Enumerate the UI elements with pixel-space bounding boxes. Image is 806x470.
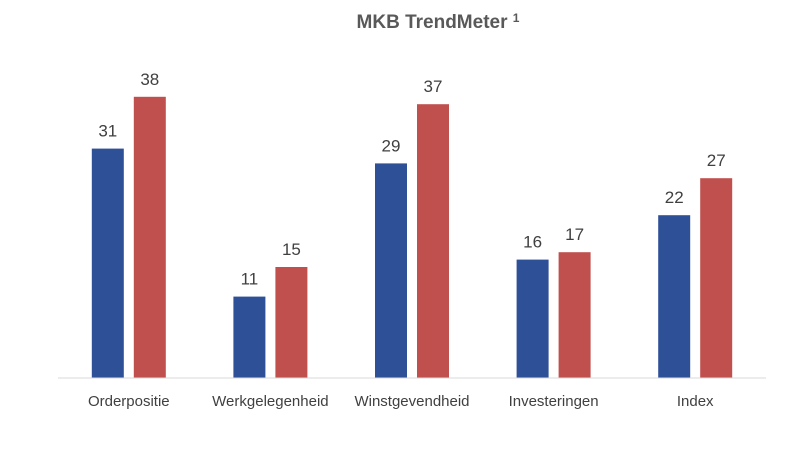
data-label-index-series-1: 22 <box>665 188 684 207</box>
data-label-investeringen-series-2: 17 <box>565 225 584 244</box>
chart-title-text: MKB TrendMeter <box>357 12 509 33</box>
bar-werkgelegenheid-series-1 <box>233 296 266 378</box>
bar-investeringen-series-1 <box>516 259 549 378</box>
bar-index-series-1 <box>658 215 691 378</box>
category-label-investeringen: Investeringen <box>509 393 599 410</box>
bar-investeringen-series-2 <box>558 252 591 378</box>
data-label-werkgelegenheid-series-2: 15 <box>282 240 301 259</box>
bar-winstgevendheid-series-2 <box>417 104 449 378</box>
chart-title: MKB TrendMeter 1 <box>357 11 520 33</box>
bars-layer <box>91 96 733 379</box>
data-labels-layer: 31 38 11 15 29 37 16 17 22 27 <box>98 70 725 289</box>
bar-orderpositie-series-2 <box>133 96 166 379</box>
category-label-winstgevendheid: Winstgevendheid <box>354 393 469 410</box>
bar-index-series-2 <box>700 178 733 378</box>
category-label-orderpositie: Orderpositie <box>88 393 170 410</box>
category-labels-layer: Orderpositie Werkgelegenheid Winstgevendhe… <box>88 393 714 410</box>
category-label-werkgelegenheid: Werkgelegenheid <box>212 393 328 410</box>
data-label-werkgelegenheid-series-1: 11 <box>241 270 259 289</box>
category-label-index: Index <box>677 393 714 410</box>
data-label-winstgevendheid-series-2: 37 <box>424 77 443 96</box>
data-label-investeringen-series-1: 16 <box>523 233 542 252</box>
data-label-orderpositie-series-2: 38 <box>140 70 159 89</box>
bar-orderpositie-series-1 <box>91 148 124 378</box>
data-label-orderpositie-series-1: 31 <box>98 122 117 141</box>
bar-winstgevendheid-series-1 <box>375 163 407 378</box>
data-label-winstgevendheid-series-1: 29 <box>382 136 401 155</box>
bar-werkgelegenheid-series-2 <box>275 267 308 378</box>
chart-title-superscript: 1 <box>513 11 520 25</box>
data-label-index-series-2: 27 <box>707 151 726 170</box>
